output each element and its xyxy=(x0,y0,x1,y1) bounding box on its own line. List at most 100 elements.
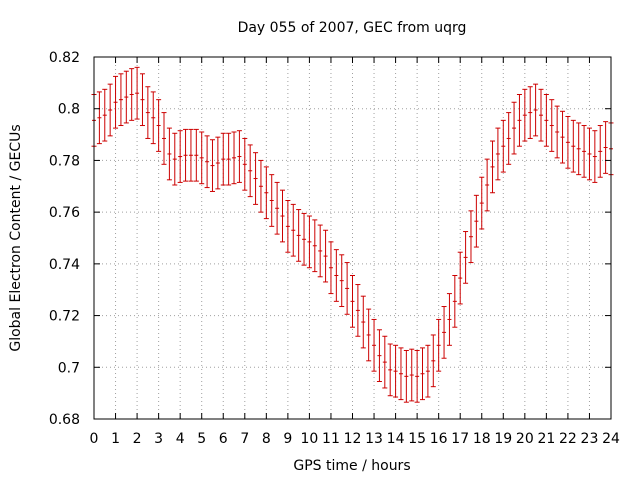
y-tick-label: 0.7 xyxy=(58,360,80,376)
x-tick-label: 11 xyxy=(322,431,340,447)
x-tick-label: 22 xyxy=(559,431,577,447)
x-tick-label: 24 xyxy=(602,431,620,447)
error-bar-point xyxy=(279,189,285,243)
error-bar-point xyxy=(393,344,399,398)
x-axis-label: GPS time / hours xyxy=(293,458,410,474)
error-bar-point xyxy=(403,349,409,403)
x-tick-label: 21 xyxy=(537,431,555,447)
error-bar-point xyxy=(484,158,490,212)
error-bar-point xyxy=(199,131,205,185)
error-bar-point xyxy=(107,83,113,137)
error-bar-point xyxy=(204,135,210,189)
error-bar-point xyxy=(597,125,603,178)
x-tick-label: 19 xyxy=(494,431,512,447)
x-tick-label: 9 xyxy=(283,431,292,447)
error-bar-point xyxy=(366,308,372,362)
error-bar-point xyxy=(258,159,264,213)
error-bar-point xyxy=(183,128,189,182)
error-bar-point xyxy=(436,318,442,372)
error-bar-point xyxy=(409,348,415,402)
error-bar-point xyxy=(263,166,269,220)
error-bar-point xyxy=(586,127,592,181)
error-bar-point xyxy=(156,99,162,152)
error-bar-point xyxy=(420,347,426,401)
y-tick-labels: 0.68 0.7 0.72 0.74 0.76 0.78 0.8 0.82 xyxy=(49,50,80,428)
x-tick-label: 23 xyxy=(581,431,599,447)
error-bar-point xyxy=(376,329,382,383)
error-bar-point xyxy=(296,209,302,262)
error-bar-point xyxy=(522,88,528,142)
error-bar-point xyxy=(570,119,576,173)
error-bar-point xyxy=(236,130,242,183)
error-bar-point xyxy=(193,128,199,182)
error-bar-point xyxy=(490,140,496,194)
x-tick-label: 20 xyxy=(516,431,534,447)
x-tick-label: 2 xyxy=(133,431,142,447)
x-tick-label: 5 xyxy=(197,431,206,447)
error-bar-point xyxy=(344,262,350,315)
error-bar-point xyxy=(527,86,533,139)
x-tick-label: 8 xyxy=(262,431,271,447)
error-bar-point xyxy=(511,101,517,155)
error-bar-point xyxy=(177,130,183,183)
error-bar-point xyxy=(533,83,539,137)
error-bar-point xyxy=(242,137,248,191)
error-bar-point xyxy=(134,66,140,120)
error-bar-point xyxy=(231,131,237,185)
x-tick-label: 13 xyxy=(365,431,383,447)
x-tick-label: 15 xyxy=(408,431,426,447)
error-bar-point xyxy=(285,200,291,253)
y-tick-label: 0.68 xyxy=(49,412,80,428)
error-bar-point xyxy=(430,334,436,388)
error-bar-point xyxy=(339,254,345,308)
y-axis-label: Global Electron Content / GECUs xyxy=(8,124,24,351)
error-bar-point xyxy=(150,91,156,145)
x-tick-label: 7 xyxy=(240,431,249,447)
error-bar-point xyxy=(328,241,334,295)
error-bar-point xyxy=(274,181,280,235)
error-bar-point xyxy=(543,93,549,147)
x-tick-label: 6 xyxy=(219,431,228,447)
error-bar-point xyxy=(290,203,296,257)
error-bar-point xyxy=(188,128,194,182)
x-tick-label: 17 xyxy=(451,431,469,447)
error-bar-point xyxy=(457,251,463,305)
error-bar-point xyxy=(269,174,275,227)
error-bar-point xyxy=(560,110,566,164)
error-bar-point xyxy=(506,112,512,165)
error-bar-point xyxy=(581,125,587,178)
axis-ticks xyxy=(93,56,612,420)
error-bar-point xyxy=(538,88,544,142)
error-bar-point xyxy=(516,93,522,147)
error-bar-point xyxy=(317,224,323,278)
error-bar-point xyxy=(360,295,366,349)
error-bar-point xyxy=(166,127,172,181)
error-bar-point xyxy=(355,284,361,337)
error-bar-point xyxy=(102,88,108,142)
error-bar-point xyxy=(452,274,458,328)
x-tick-label: 1 xyxy=(111,431,120,447)
error-bar-point xyxy=(549,99,555,152)
error-bar-point xyxy=(301,212,307,266)
error-bar-point xyxy=(209,139,215,192)
error-bar-point xyxy=(312,219,318,273)
error-bar-point xyxy=(398,347,404,401)
grid xyxy=(94,57,611,419)
error-bar-point xyxy=(576,122,582,176)
error-bar-point xyxy=(113,75,119,129)
y-tick-label: 0.72 xyxy=(49,309,80,325)
x-tick-label: 14 xyxy=(387,431,405,447)
error-bar-point xyxy=(172,132,178,186)
error-bar-point xyxy=(323,229,329,283)
error-bar-point xyxy=(333,249,339,302)
error-bar-point xyxy=(145,86,151,139)
error-bar-point xyxy=(414,349,420,403)
y-tick-label: 0.8 xyxy=(58,102,80,118)
y-tick-label: 0.74 xyxy=(49,257,80,273)
error-bar-point xyxy=(425,344,431,398)
error-bar-point xyxy=(161,112,167,165)
error-bar-point xyxy=(118,73,124,127)
x-tick-label: 4 xyxy=(176,431,185,447)
y-tick-label: 0.78 xyxy=(49,153,80,169)
